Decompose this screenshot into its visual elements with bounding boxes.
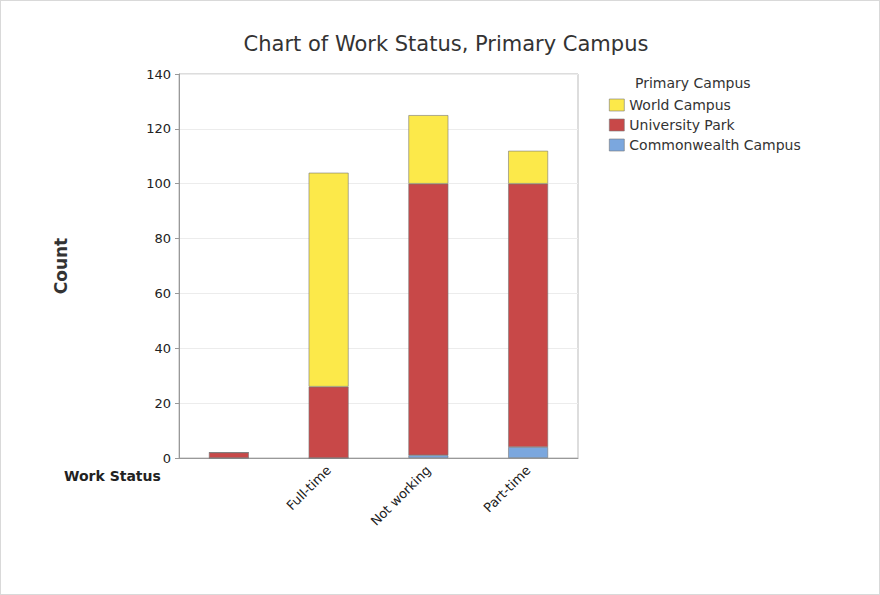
svg-text:Not working: Not working — [368, 463, 434, 529]
svg-text:Commonwealth Campus: Commonwealth Campus — [629, 137, 800, 153]
svg-text:80: 80 — [154, 231, 171, 246]
svg-text:Full-time: Full-time — [284, 463, 334, 513]
svg-text:University Park: University Park — [629, 117, 735, 133]
svg-text:60: 60 — [154, 286, 171, 301]
svg-text:Count: Count — [51, 238, 71, 295]
svg-text:World Campus: World Campus — [629, 97, 731, 113]
svg-text:100: 100 — [146, 176, 171, 191]
svg-text:Chart of Work Status, Primary: Chart of Work Status, Primary Campus — [244, 32, 649, 56]
svg-text:0: 0 — [163, 451, 171, 466]
svg-text:140: 140 — [146, 67, 171, 82]
svg-text:120: 120 — [146, 121, 171, 136]
svg-text:Work Status: Work Status — [64, 468, 161, 484]
svg-text:40: 40 — [154, 341, 171, 356]
svg-text:Primary Campus: Primary Campus — [635, 75, 751, 91]
svg-text:20: 20 — [154, 396, 171, 411]
svg-text:Part-time: Part-time — [481, 463, 534, 516]
